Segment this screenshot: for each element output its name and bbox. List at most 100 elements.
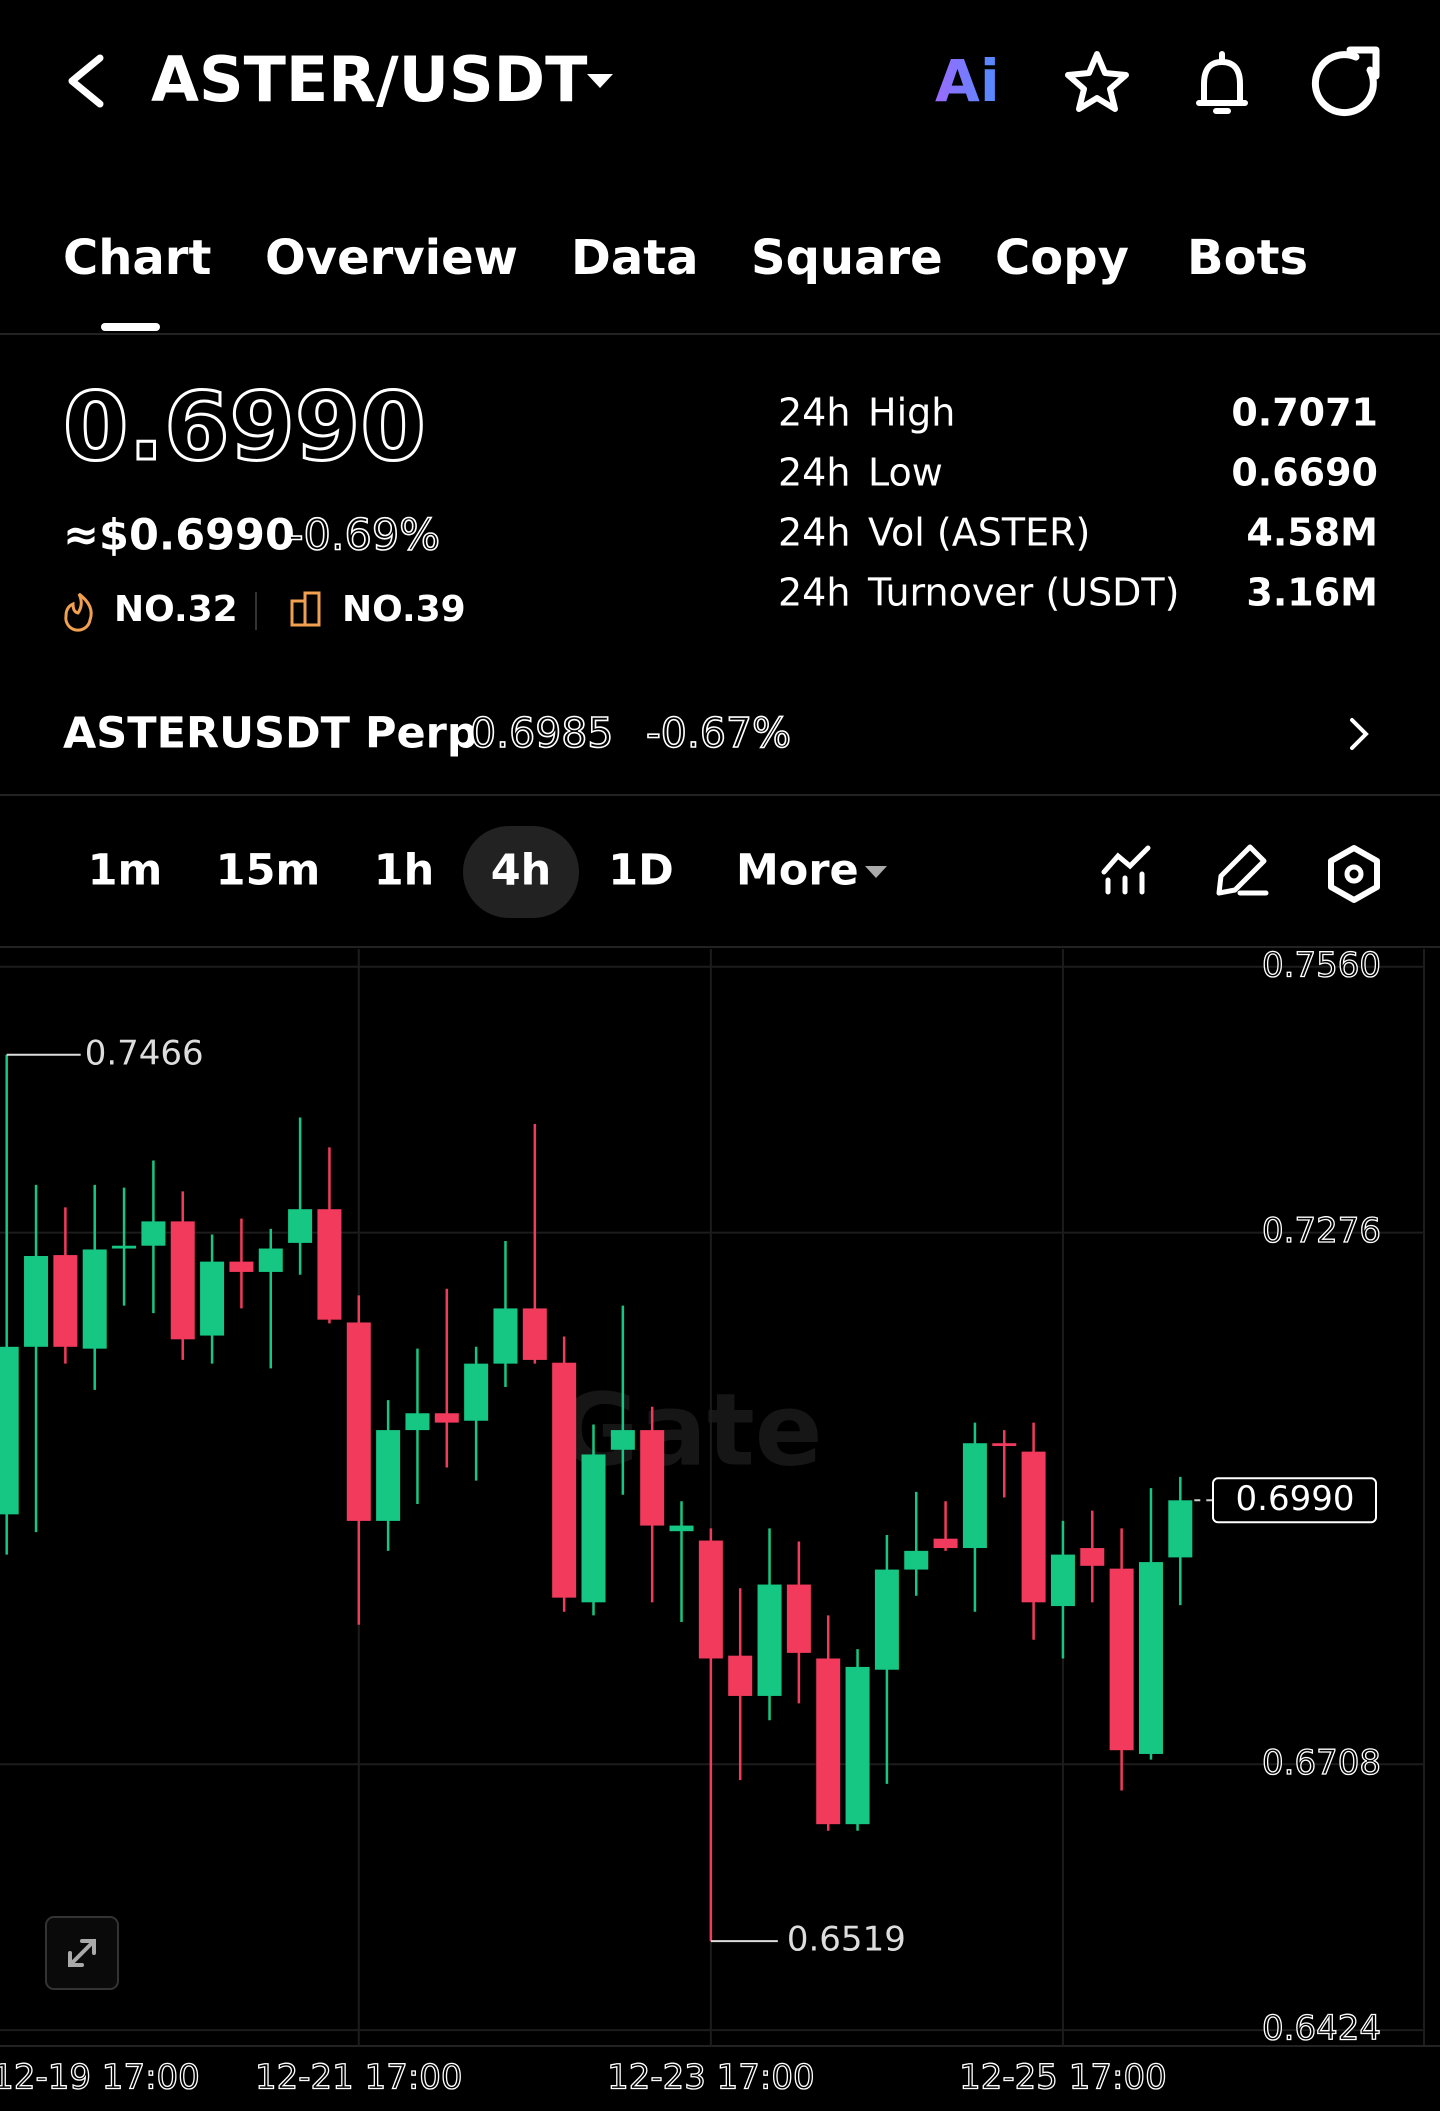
candle-body (552, 1362, 577, 1598)
refresh-button[interactable] (1311, 51, 1377, 117)
hot-icon (64, 592, 93, 632)
x-tick-label: 12-23 17:00 (607, 2058, 815, 2098)
candle-body (493, 1308, 518, 1364)
candle-body (816, 1658, 841, 1825)
stat-period: 24h (778, 511, 850, 555)
tab[interactable]: Chart (63, 230, 211, 286)
candle-body (376, 1430, 401, 1521)
stat-value: 0.6690 (1231, 451, 1378, 495)
interval[interactable]: 4h (491, 846, 552, 896)
stat-period: 24h (778, 571, 850, 615)
candle-body (904, 1550, 929, 1570)
candle-body (0, 1346, 19, 1515)
candle-body (53, 1255, 78, 1347)
candle-body (200, 1261, 225, 1336)
stat-label: Vol (ASTER) (868, 511, 1090, 555)
settings-button[interactable] (1328, 845, 1380, 903)
candle-body (346, 1322, 371, 1521)
candle-body (757, 1584, 782, 1696)
candle-body (112, 1245, 137, 1249)
favorite-button[interactable] (1065, 51, 1129, 112)
candle-body (24, 1256, 49, 1347)
candle-body (1138, 1562, 1163, 1754)
sector-icon (290, 591, 321, 627)
last-price: 0.6990 (63, 373, 426, 482)
stat-period: 24h (778, 391, 850, 435)
interval[interactable]: More (736, 846, 859, 896)
alert-button[interactable] (1196, 51, 1248, 114)
last-price-label: 0.6990 (1236, 1479, 1355, 1519)
candle-body (258, 1248, 283, 1272)
perp-price: 0.6985 (470, 709, 613, 757)
candle-body (141, 1221, 166, 1246)
stat-value: 3.16M (1246, 571, 1378, 615)
pair-title[interactable]: ASTER/USDT (151, 43, 587, 116)
candle-body (1109, 1568, 1134, 1751)
candle-body (874, 1569, 899, 1670)
back-button[interactable] (68, 54, 104, 108)
candle-body (698, 1540, 723, 1659)
pair-dropdown[interactable] (587, 74, 613, 88)
stat-period: 24h (778, 451, 850, 495)
usd-price: ≈$0.6990 (63, 511, 295, 561)
stat-value: 4.58M (1246, 511, 1378, 555)
perp-chevron[interactable] (1350, 718, 1369, 750)
candle-body (1080, 1548, 1105, 1566)
interval[interactable]: 1m (88, 846, 163, 896)
candle-body (288, 1209, 313, 1243)
tab[interactable]: Data (571, 230, 699, 286)
y-tick-label: 0.6708 (1262, 1743, 1381, 1783)
candle-body (82, 1249, 107, 1349)
settings-dot (1344, 864, 1364, 884)
candle-body (728, 1655, 753, 1696)
x-tick-label: 12-19 17:00 (0, 2058, 200, 2098)
stat-label: Low (868, 451, 943, 495)
candle-body (405, 1413, 430, 1431)
candle-body (522, 1308, 547, 1360)
refresh-arrow (1346, 46, 1380, 80)
stat-label: Turnover (USDT) (867, 571, 1179, 615)
tab-indicator (101, 323, 160, 331)
interval[interactable]: 1h (374, 846, 435, 896)
tab[interactable]: Copy (995, 230, 1129, 286)
tab[interactable]: Overview (265, 230, 518, 286)
expand-icon (68, 1939, 96, 1967)
tab[interactable]: Bots (1187, 230, 1308, 286)
more-dropdown[interactable] (865, 866, 887, 878)
candle-body (610, 1430, 635, 1450)
hot-rank[interactable]: NO.32 (114, 589, 238, 630)
perp-name[interactable]: ASTERUSDT Perp (63, 709, 478, 759)
candle-body (170, 1221, 195, 1340)
draw-button[interactable] (1216, 844, 1269, 896)
interval-selected (463, 826, 579, 918)
candle-body (1050, 1554, 1075, 1607)
ai-button[interactable]: Ai (935, 47, 1000, 115)
stat-label: High (868, 391, 955, 435)
candle-body (434, 1413, 459, 1423)
stats: 24h High 0.7071 24h Low 0.6690 24h Vol (… (778, 391, 1378, 615)
perp-change: -0.67% (646, 709, 791, 757)
candle-body (1168, 1500, 1193, 1558)
candle-body (933, 1538, 958, 1549)
max-marker-label: 0.7466 (85, 1033, 204, 1073)
candle-body (640, 1430, 665, 1526)
interval[interactable]: 1D (608, 846, 674, 896)
sector-rank[interactable]: NO.39 (342, 589, 466, 630)
last-price-tag (1212, 1477, 1377, 1524)
candle-body (669, 1525, 694, 1532)
indicator-button[interactable] (1101, 845, 1151, 895)
x-tick-label: 12-25 17:00 (959, 2058, 1167, 2098)
y-tick-label: 0.7560 (1262, 945, 1381, 985)
x-tick-label: 12-21 17:00 (255, 2058, 463, 2098)
interval[interactable]: 15m (216, 846, 321, 896)
stat-value: 0.7071 (1231, 391, 1378, 435)
y-tick-label: 0.7276 (1262, 1211, 1381, 1251)
candle-body (317, 1209, 342, 1320)
candle-body (581, 1454, 606, 1603)
candle-body (786, 1584, 811, 1653)
tab[interactable]: Square (751, 230, 943, 286)
